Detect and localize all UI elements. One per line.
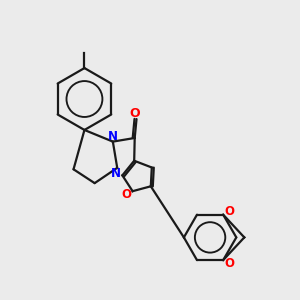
Text: O: O xyxy=(224,205,234,218)
Text: O: O xyxy=(224,257,234,270)
Text: O: O xyxy=(130,107,140,120)
Text: N: N xyxy=(108,130,118,143)
Text: O: O xyxy=(121,188,131,201)
Text: N: N xyxy=(111,167,121,180)
